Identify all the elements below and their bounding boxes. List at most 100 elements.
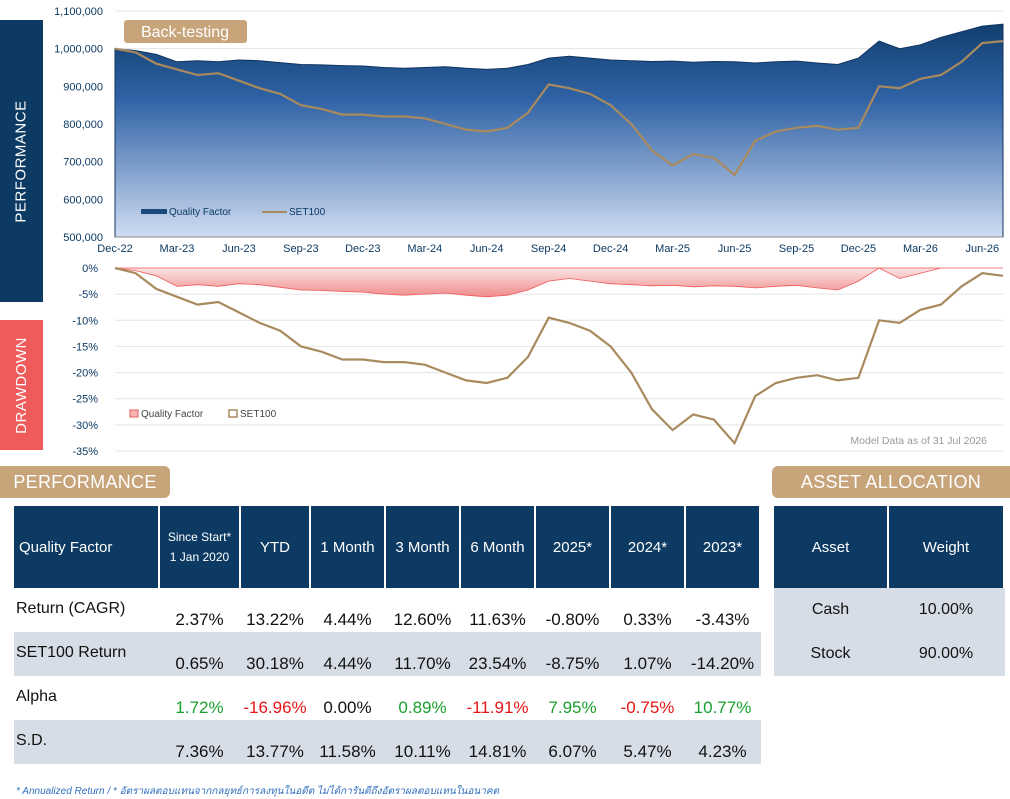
legend-set100-label: SET100 [289, 207, 326, 218]
asset-allocation-header: ASSET ALLOCATION [772, 466, 1010, 498]
table-cell: -8.75% [536, 632, 611, 676]
x-tick-label: Jun-24 [470, 243, 504, 255]
x-tick-label: Mar-23 [160, 243, 195, 255]
table-cell: 0.33% [623, 610, 672, 629]
drawdown-chart: 0% -5% -10% -15% -20% -25% -30% -35% Quality Fa… [72, 263, 1004, 458]
legend-dd-quality-label: Quality Factor [141, 409, 204, 420]
x-tick-label: Dec-23 [345, 243, 380, 255]
table-cell: 6.07% [536, 720, 611, 764]
footnote: * Annualized Return / * อัตราผลตอบแทนจาก… [16, 786, 500, 797]
x-tick-label: Dec-22 [97, 243, 132, 255]
x-tick-label: Jun-25 [718, 243, 752, 255]
table-cell: -16.96% [243, 698, 307, 717]
x-tick-label: Mar-24 [407, 243, 442, 255]
table-cell: 11.58% [311, 720, 386, 764]
table-cell: 1.07% [611, 632, 686, 676]
y-tick-label: 600,000 [63, 194, 103, 206]
table-row: Alpha 1.72% -16.96% 0.00% 0.89% -11.91% … [14, 676, 761, 720]
quality-factor-drawdown-area [114, 267, 1003, 298]
table-cell: -3.43% [695, 610, 750, 629]
drawdown-y-axis: 0% -5% -10% -15% -20% -25% -30% -35% [72, 263, 98, 458]
header-since-start: Since Start* 1 Jan 2020 [160, 506, 241, 588]
asset-allocation-table: Asset Weight Cash 10.00% Stock 90.00% [774, 506, 1005, 676]
table-cell: 30.18% [241, 632, 311, 676]
y-tick-label: -10% [72, 315, 98, 327]
table-cell: 4.44% [311, 632, 386, 676]
y-tick-label: 800,000 [63, 119, 103, 131]
y-tick-label: 1,000,000 [54, 44, 103, 56]
header-strategy: Quality Factor [14, 506, 160, 588]
x-tick-label: Sep-23 [283, 243, 318, 255]
set100-line [114, 40, 1004, 177]
drawdown-legend: Quality Factor SET100 [129, 409, 277, 420]
table-cell: 0.00% [323, 698, 372, 717]
legend-dd-set100-swatch [228, 409, 238, 418]
performance-legend: Quality Factor SET100 [141, 207, 326, 218]
header-ytd: YTD [241, 506, 311, 588]
header-since-start-date: 1 Jan 2020 [169, 550, 230, 564]
drawdown-side-tab: DRAWDOWN [0, 320, 43, 450]
table-cell: 13.77% [241, 720, 311, 764]
x-tick-label: Mar-25 [655, 243, 690, 255]
table-cell: 0.89% [398, 698, 447, 717]
table-cell: 11.63% [469, 610, 526, 629]
y-tick-label: 1,100,000 [54, 6, 103, 18]
drawdown-gridlines [115, 267, 1003, 452]
header-2025: 2025* [536, 506, 611, 588]
y-tick-label: -30% [72, 420, 98, 432]
y-tick-label: 500,000 [63, 232, 103, 244]
header-since-start-label: Since Start* [167, 530, 232, 544]
header-3-month: 3 Month [386, 506, 461, 588]
allocation-table-header: Asset Weight [774, 506, 1005, 588]
row-label: Alpha [16, 688, 57, 705]
backtest-badge-label: Back-testing [141, 24, 229, 41]
header-2024: 2024* [611, 506, 686, 588]
row-label: SET100 Return [14, 632, 160, 676]
table-cell: 13.22% [246, 610, 304, 629]
asset-name: Stock [774, 632, 889, 676]
table-cell: 2.37% [175, 610, 224, 629]
model-data-note: Model Data as of 31 Jul 2026 [850, 435, 987, 447]
asset-weight: 90.00% [889, 632, 1005, 676]
y-tick-label: -20% [72, 368, 98, 380]
table-row: Return (CAGR) 2.37% 13.22% 4.44% 12.60% … [14, 588, 761, 632]
x-tick-label: Jun-26 [966, 243, 1000, 255]
performance-x-axis: Dec-22 Mar-23 Jun-23 Sep-23 Dec-23 Mar-24 Jun-… [97, 243, 999, 255]
asset-name: Cash [774, 588, 889, 632]
row-label: Return (CAGR) [16, 600, 126, 617]
allocation-row: Cash 10.00% [774, 588, 1005, 632]
table-cell: 0.65% [160, 632, 241, 676]
y-tick-label: 700,000 [63, 157, 103, 169]
table-cell: 11.70% [386, 632, 461, 676]
header-asset: Asset [774, 506, 889, 588]
x-tick-label: Dec-25 [841, 243, 876, 255]
table-cell: 4.23% [686, 720, 761, 764]
performance-section-header: PERFORMANCE [0, 466, 170, 498]
y-tick-label: -25% [72, 394, 98, 406]
table-cell: 10.77% [693, 698, 752, 717]
table-cell: -0.80% [545, 610, 600, 629]
y-tick-label: 0% [82, 263, 98, 275]
y-tick-label: 900,000 [63, 81, 103, 93]
legend-quality-factor-label: Quality Factor [169, 207, 232, 218]
table-row: S.D. 7.36% 13.77% 11.58% 10.11% 14.81% 6… [14, 720, 761, 764]
header-1-month: 1 Month [311, 506, 386, 588]
legend-quality-factor-swatch [141, 209, 167, 214]
row-label: S.D. [14, 720, 160, 764]
y-tick-label: -5% [78, 289, 98, 301]
table-cell: 1.72% [175, 698, 224, 717]
header-2023: 2023* [686, 506, 761, 588]
legend-dd-quality-swatch [129, 409, 139, 418]
backtest-badge: Back-testing [124, 20, 247, 43]
header-weight: Weight [889, 506, 1005, 588]
y-tick-label: -15% [72, 341, 98, 353]
x-tick-label: Jun-23 [222, 243, 256, 255]
performance-side-tab: PERFORMANCE [0, 20, 43, 302]
performance-chart: 500,000 600,000 700,000 800,000 900,000 1,000… [54, 6, 1004, 255]
legend-dd-set100-label: SET100 [240, 409, 277, 420]
table-row: SET100 Return 0.65% 30.18% 4.44% 11.70% … [14, 632, 761, 676]
x-tick-label: Sep-24 [531, 243, 566, 255]
x-tick-label: Sep-25 [779, 243, 814, 255]
set100-drawdown-line [114, 266, 1004, 446]
asset-weight: 10.00% [889, 588, 1005, 632]
